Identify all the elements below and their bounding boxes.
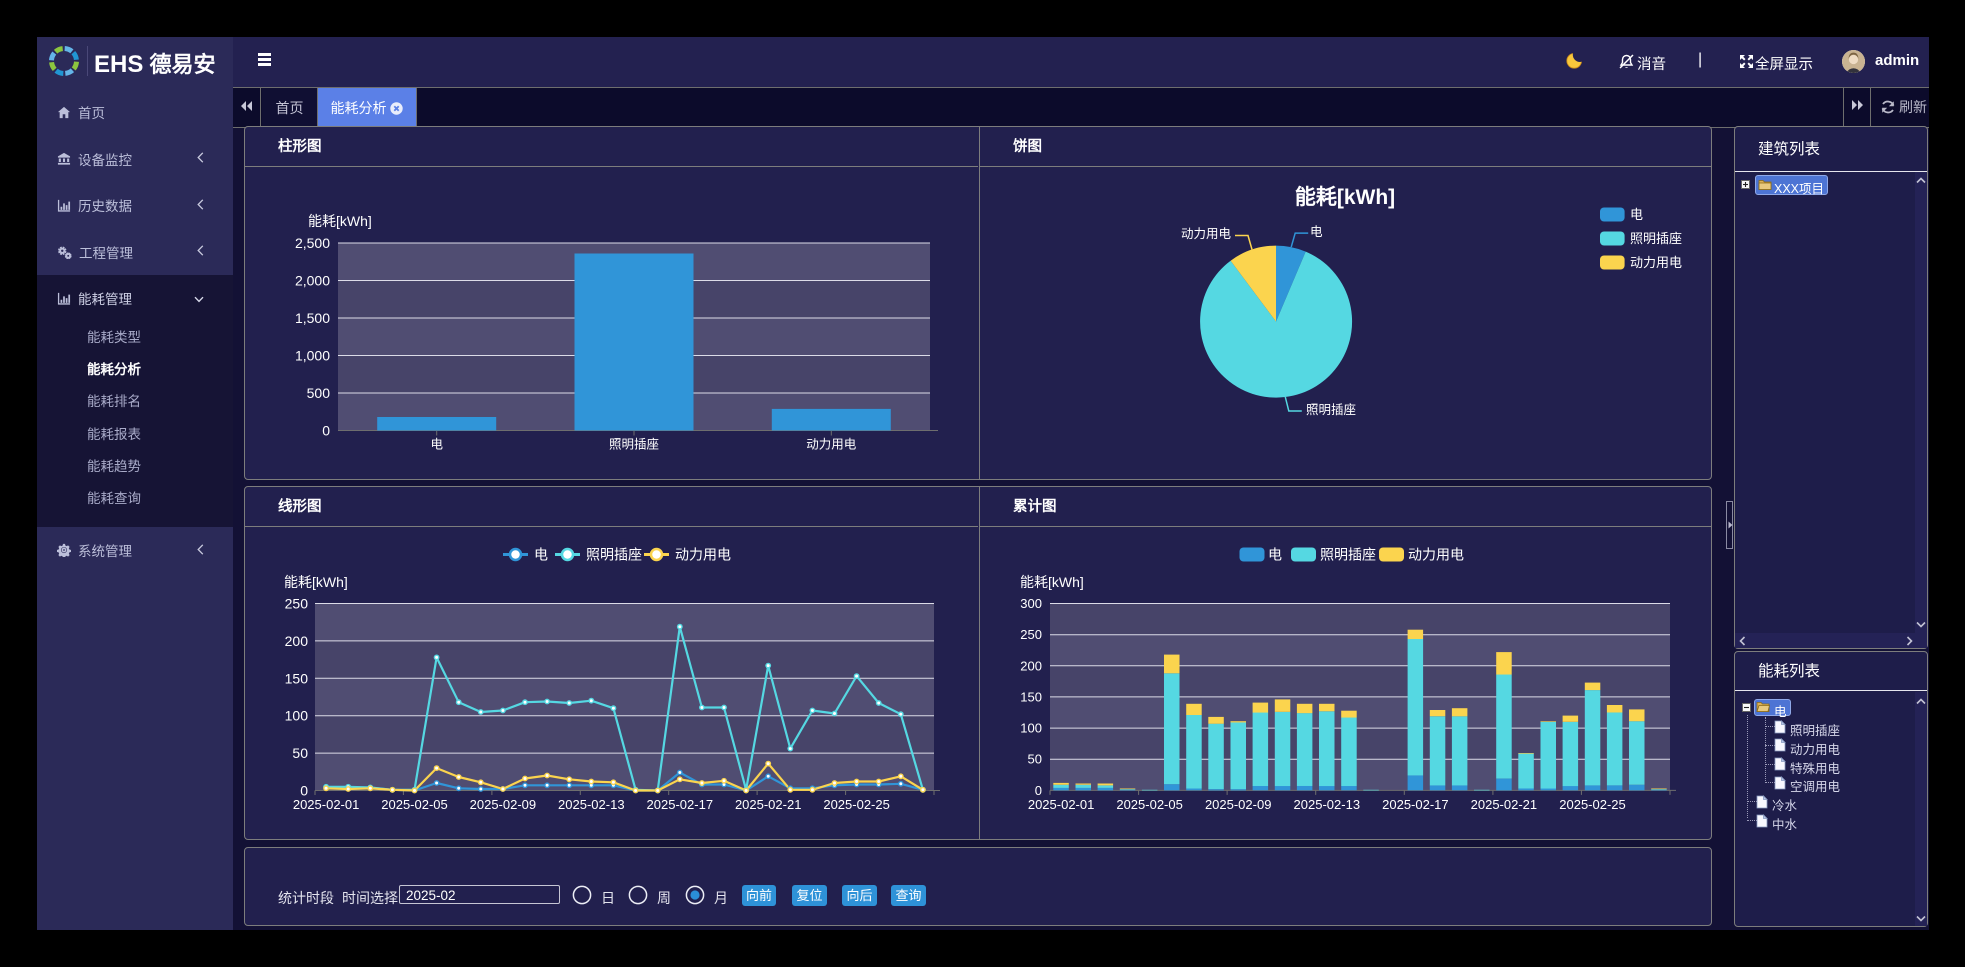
svg-text:50: 50 [292, 745, 308, 761]
svg-text:电: 电 [1630, 207, 1643, 222]
svg-text:0: 0 [322, 423, 330, 439]
svg-text:照明插座: 照明插座 [1320, 547, 1376, 563]
svg-text:2,000: 2,000 [295, 273, 330, 289]
svg-text:2,500: 2,500 [295, 235, 330, 251]
svg-text:300: 300 [1020, 596, 1042, 611]
svg-text:250: 250 [285, 596, 309, 612]
svg-text:2025-02-09: 2025-02-09 [470, 797, 537, 812]
svg-text:150: 150 [1020, 689, 1042, 704]
svg-text:能耗[kWh]: 能耗[kWh] [1020, 574, 1084, 590]
svg-text:2025-02-13: 2025-02-13 [558, 797, 625, 812]
svg-text:1,500: 1,500 [295, 310, 330, 326]
svg-text:150: 150 [285, 670, 309, 686]
svg-text:电: 电 [1268, 547, 1282, 563]
svg-text:1,000: 1,000 [295, 348, 330, 364]
svg-text:电: 电 [534, 547, 548, 563]
svg-text:照明插座: 照明插座 [609, 437, 659, 452]
svg-text:0: 0 [1035, 783, 1042, 798]
svg-text:2025-02-17: 2025-02-17 [1382, 797, 1449, 812]
svg-text:动力用电: 动力用电 [1181, 227, 1232, 241]
svg-text:动力用电: 动力用电 [1408, 547, 1464, 563]
svg-text:2025-02-25: 2025-02-25 [823, 797, 890, 812]
svg-text:2025-02-21: 2025-02-21 [1471, 797, 1538, 812]
svg-text:照明插座: 照明插座 [1630, 231, 1682, 246]
svg-text:照明插座: 照明插座 [586, 547, 642, 563]
svg-text:500: 500 [307, 385, 331, 401]
svg-text:200: 200 [1020, 658, 1042, 673]
svg-text:2025-02-21: 2025-02-21 [735, 797, 802, 812]
svg-text:2025-02-01: 2025-02-01 [1028, 797, 1095, 812]
svg-text:能耗[kWh]: 能耗[kWh] [1295, 185, 1395, 209]
svg-text:动力用电: 动力用电 [806, 438, 857, 452]
svg-text:2025-02-05: 2025-02-05 [381, 797, 448, 812]
svg-text:动力用电: 动力用电 [1630, 255, 1682, 270]
svg-text:100: 100 [285, 708, 309, 724]
svg-text:2025-02-09: 2025-02-09 [1205, 797, 1272, 812]
svg-text:2025-02-05: 2025-02-05 [1116, 797, 1183, 812]
svg-text:0: 0 [300, 783, 308, 799]
svg-text:2025-02-25: 2025-02-25 [1559, 797, 1626, 812]
svg-text:2025-02-01: 2025-02-01 [293, 797, 360, 812]
svg-text:2025-02-17: 2025-02-17 [647, 797, 714, 812]
svg-text:50: 50 [1028, 752, 1042, 767]
svg-text:250: 250 [1020, 627, 1042, 642]
svg-text:能耗[kWh]: 能耗[kWh] [308, 213, 372, 229]
svg-text:能耗[kWh]: 能耗[kWh] [284, 574, 348, 590]
svg-text:100: 100 [1020, 721, 1042, 736]
svg-text:电: 电 [430, 438, 443, 452]
svg-text:2025-02-13: 2025-02-13 [1294, 797, 1361, 812]
svg-text:电: 电 [1310, 225, 1323, 239]
svg-text:200: 200 [285, 633, 309, 649]
svg-text:照明插座: 照明插座 [1306, 402, 1356, 417]
svg-text:动力用电: 动力用电 [675, 547, 731, 563]
